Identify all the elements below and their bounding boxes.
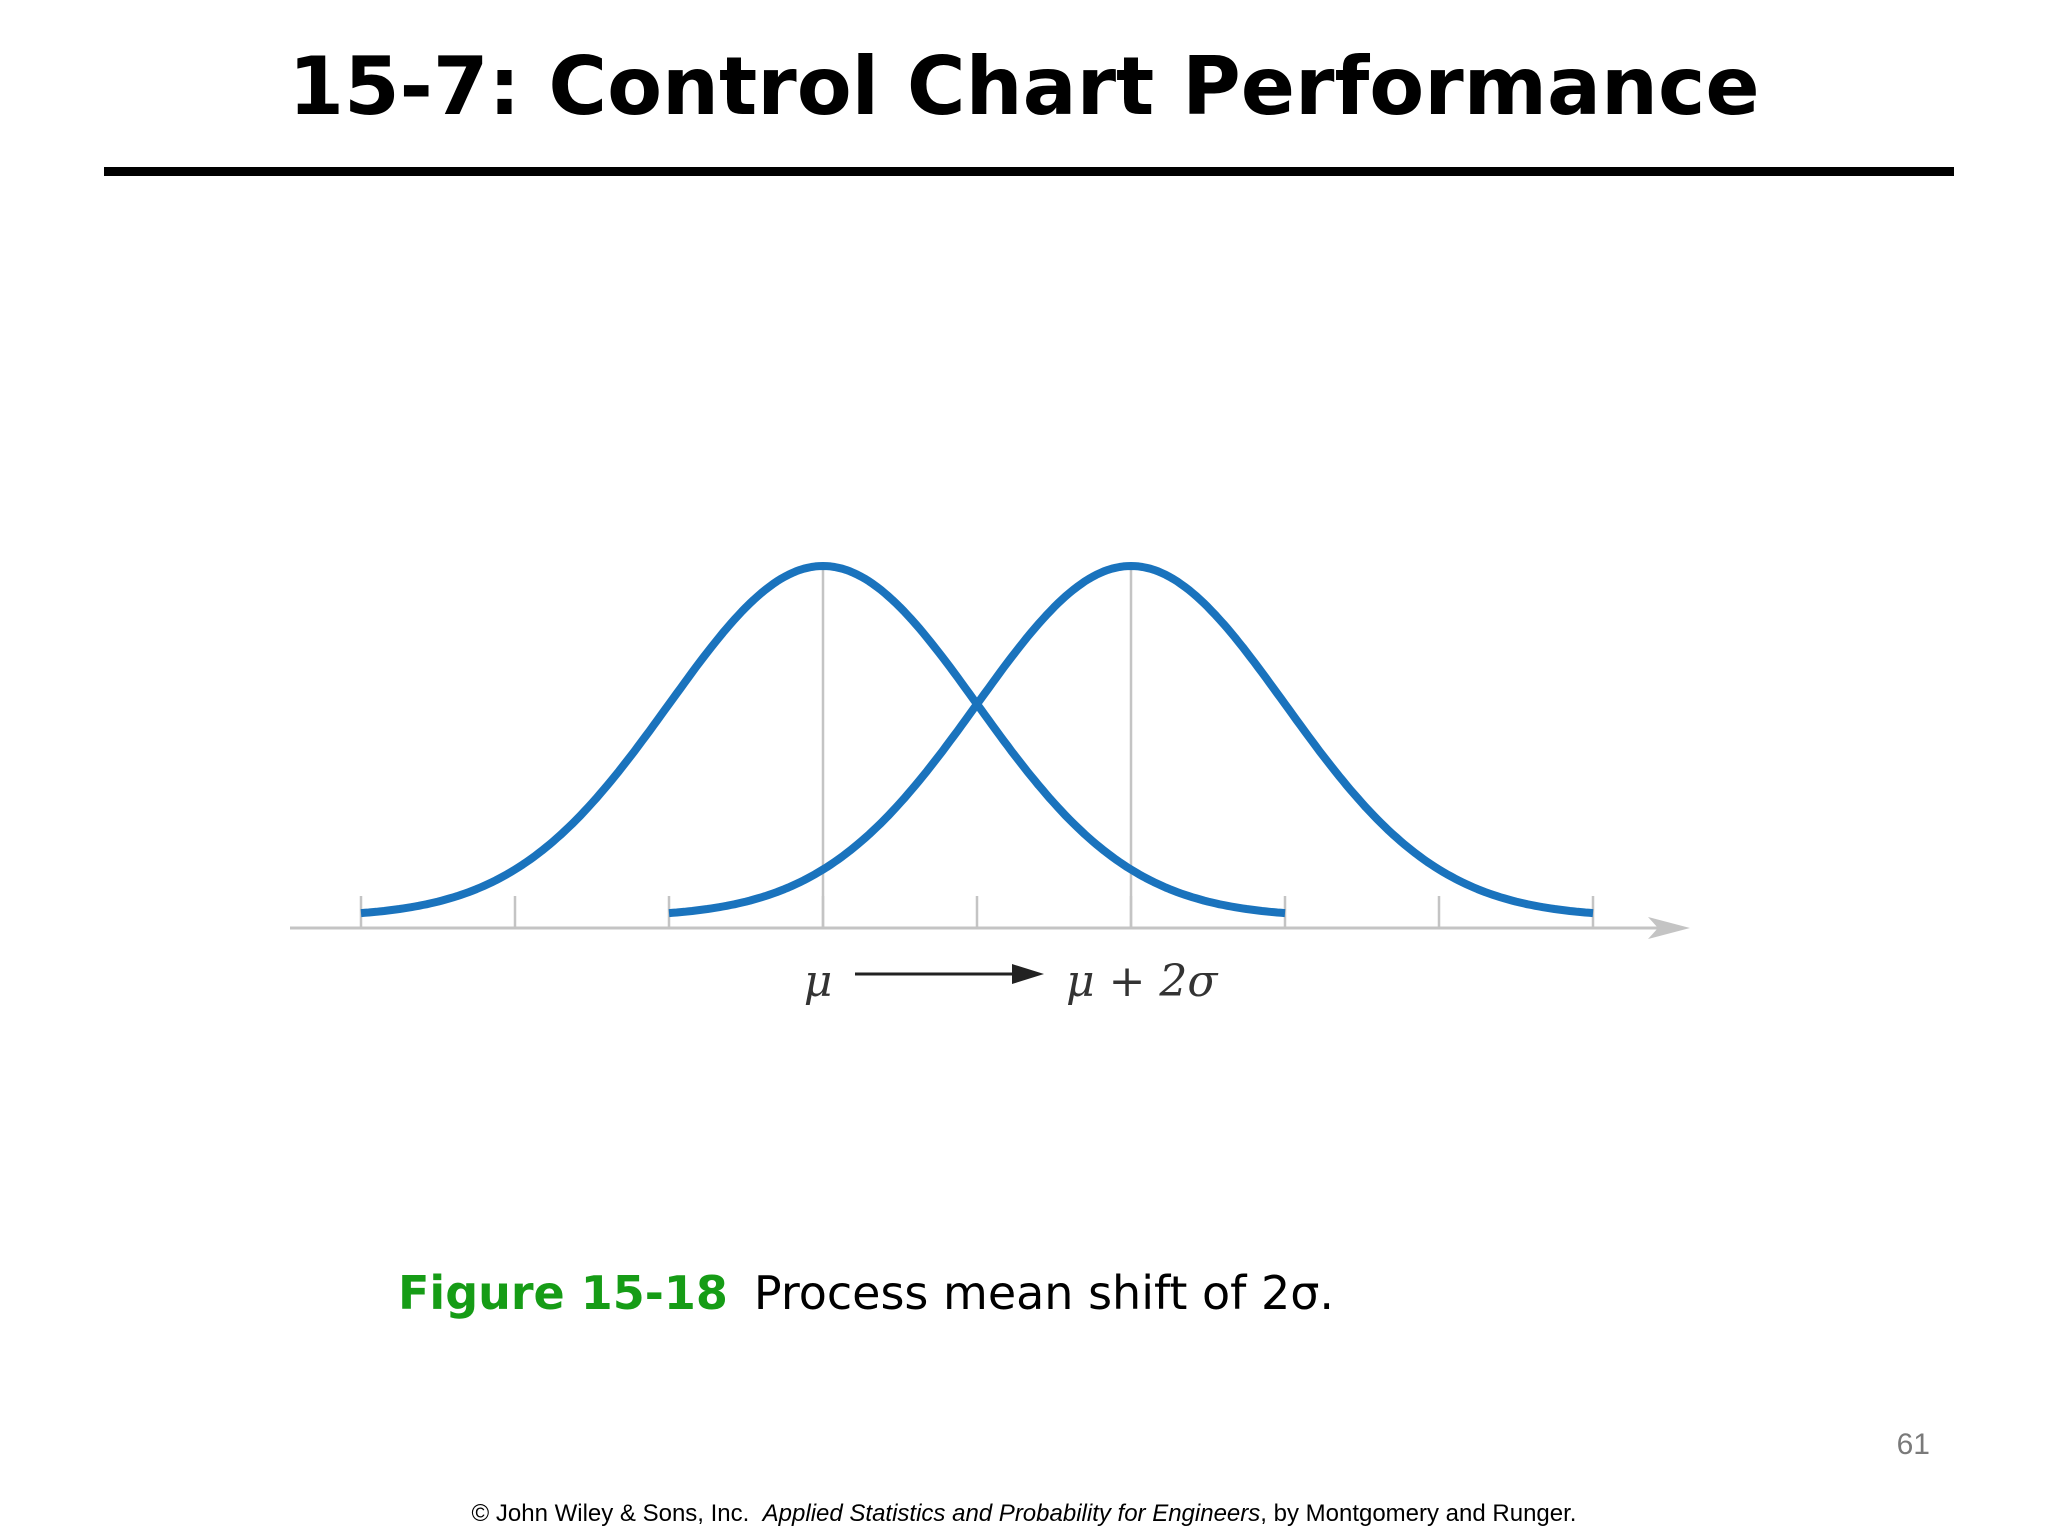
- horizontal-axis: [290, 896, 1690, 939]
- title-underline: [104, 167, 1954, 176]
- shift-arrow-head: [1012, 964, 1044, 984]
- footer-copyright: © John Wiley & Sons, Inc.: [471, 1500, 750, 1527]
- distribution-curves: [360, 562, 1594, 918]
- figure-label: Figure 15-18: [398, 1266, 728, 1320]
- shifted-distribution-curve: [668, 562, 1594, 918]
- mean-shift-labels: μ μ + 2σ: [804, 956, 1220, 1007]
- in-control-distribution-curve: [360, 562, 1286, 918]
- mean-guide-lines: [821, 566, 1133, 928]
- label-mu: μ: [804, 956, 833, 1007]
- slide-title: 15-7: Control Chart Performance: [288, 40, 1760, 133]
- page-number: 61: [1896, 1428, 1930, 1461]
- figure-caption-text: Process mean shift of 2σ.: [753, 1266, 1335, 1320]
- label-mu-plus-2-sigma: μ + 2σ: [1066, 956, 1219, 1007]
- copyright-footer: © John Wiley & Sons, Inc. Applied Statis…: [0, 1500, 2048, 1528]
- footer-authors: , by Montgomery and Runger.: [1260, 1500, 1577, 1527]
- footer-book-title: Applied Statistics and Probability for E…: [762, 1500, 1261, 1527]
- axis-arrow-head: [1648, 917, 1690, 939]
- figure-caption: Figure 15-18 Process mean shift of 2σ.: [398, 1266, 1334, 1320]
